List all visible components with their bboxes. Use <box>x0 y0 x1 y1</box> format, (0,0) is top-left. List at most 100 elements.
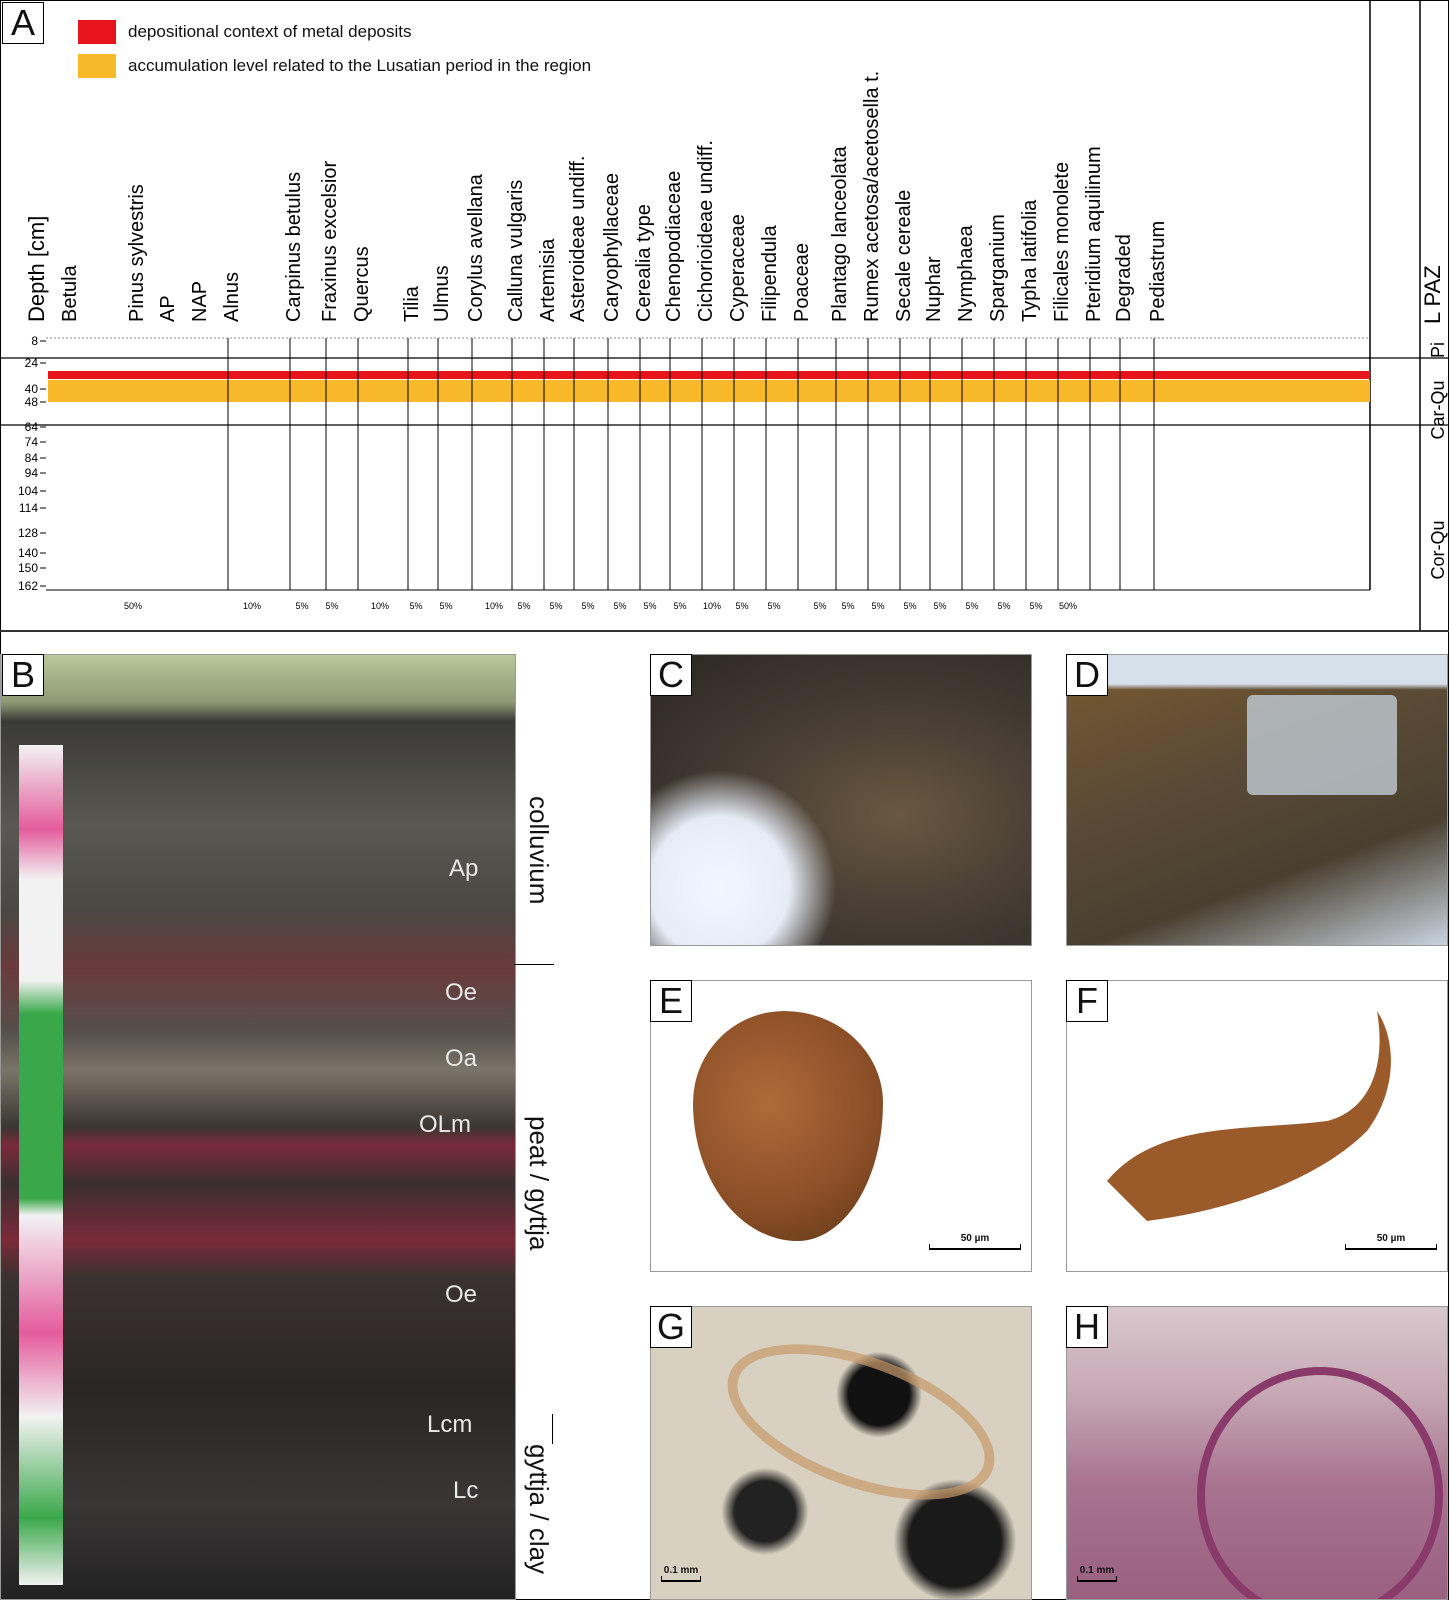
horizon-label-lcm: Lcm <box>427 1411 473 1438</box>
scale-bar-h: 0.1 mm <box>1077 1565 1117 1582</box>
panel-label-c: C <box>650 654 692 696</box>
scale-bar-g: 0.1 mm <box>661 1565 701 1582</box>
depth-tick-label: 162 <box>18 579 38 593</box>
soil-profile-photo: Ap Oe Oa OLm Oe Lcm Lc <box>0 654 516 1600</box>
panel-label-a: A <box>2 2 44 44</box>
taxon-label: Chenopodiaceae <box>663 171 685 322</box>
depth-tick-label: 94 <box>25 466 39 480</box>
scale-label: 5% <box>613 601 626 611</box>
taxon-label: Filicales monolete <box>1051 162 1073 322</box>
zone-label: Cor-Qu <box>1428 520 1448 579</box>
scale-label: 5% <box>439 601 452 611</box>
taxon-label: Typha latifolia <box>1019 199 1041 322</box>
panel-label-f: F <box>1066 980 1108 1022</box>
taxon-label: Ulmus <box>431 265 453 322</box>
horizon-label-ap: Ap <box>449 855 479 882</box>
scale-label: 50% <box>1059 601 1077 611</box>
scale-label: 10% <box>243 601 261 611</box>
scale-label: 50% <box>124 601 142 611</box>
unit-label-peat-gyttja: peat / gyttja <box>524 1116 554 1251</box>
horizon-label-oa: Oa <box>445 1045 478 1072</box>
legend-swatch-red <box>78 20 116 44</box>
taxon-label: Filipendula <box>759 224 781 322</box>
depth-tick-label: 128 <box>18 526 38 540</box>
needle-specimen <box>707 1313 1015 1531</box>
depth-tick-label: 8 <box>31 334 38 348</box>
depth-tick-label: 150 <box>18 561 38 575</box>
panel-label-b: B <box>2 654 44 696</box>
horizon-label-oe-lower: Oe <box>445 1281 478 1308</box>
panel-label-g: G <box>650 1306 692 1348</box>
scale-label: 5% <box>933 601 946 611</box>
taxon-label: Asteroideae undiff. <box>567 156 589 322</box>
leaf-specimen <box>1197 1367 1443 1599</box>
depth-tick-label: 64 <box>25 420 39 434</box>
taxon-label: Cerealia type <box>633 204 655 322</box>
scale-bar-e: 50 µm <box>929 1233 1021 1250</box>
scale-label: 5% <box>409 601 422 611</box>
scale-label: 5% <box>295 601 308 611</box>
scale-label: 10% <box>485 601 503 611</box>
taxon-label: Nymphaea <box>955 224 977 322</box>
legend-label: accumulation level related to the Lusati… <box>128 56 592 75</box>
scale-label: 5% <box>997 601 1010 611</box>
taxon-label: Plantago lanceolata <box>829 145 851 322</box>
taxon-label: Secale cereale <box>893 190 915 322</box>
taxon-label: Betula <box>59 264 81 322</box>
scale-label: 5% <box>325 601 338 611</box>
depth-axis-label: Depth [cm] <box>24 216 49 322</box>
scale-label: 5% <box>767 601 780 611</box>
photo-d <box>1066 654 1448 946</box>
taxon-label: Rumex acetosa/acetosella t. <box>861 71 883 322</box>
scale-label: 5% <box>841 601 854 611</box>
taxon-label: Pteridium aquilinum <box>1083 146 1105 322</box>
taxon-label: NAP <box>189 281 211 322</box>
photo-g: 0.1 mm <box>650 1306 1032 1600</box>
scale-label: 5% <box>871 601 884 611</box>
taxon-label: Poaceae <box>791 243 813 322</box>
depth-tick-label: 104 <box>18 484 38 498</box>
legend-swatch-orange <box>78 54 116 78</box>
scale-label: 10% <box>703 601 721 611</box>
depth-tick-label: 74 <box>25 435 39 449</box>
unit-divider <box>552 1414 553 1444</box>
taxon-label: Pediastrum <box>1147 221 1169 322</box>
taxon-label: Sparganium <box>987 214 1009 322</box>
horizon-label-oe: Oe <box>445 979 478 1006</box>
moss-specimen <box>1107 1011 1391 1221</box>
depth-tick-label: 114 <box>19 501 38 515</box>
legend-label: depositional context of metal deposits <box>128 22 412 41</box>
scale-label: 5% <box>643 601 656 611</box>
taxon-label: Quercus <box>351 246 373 322</box>
horizon-label-lc: Lc <box>453 1477 479 1504</box>
depth-tick-label: 40 <box>25 382 39 396</box>
measuring-tape <box>19 745 63 1585</box>
depth-tick-label: 84 <box>25 451 39 465</box>
profile-units-column: colluvium peat / gyttja gyttja / clay <box>514 654 564 1598</box>
taxon-label: Nuphar <box>923 256 945 322</box>
taxon-label: Tilia <box>401 285 423 322</box>
unit-label-gyttja-clay: gyttja / clay <box>524 1444 554 1575</box>
zone-header-label: L PAZ <box>1420 265 1445 324</box>
photo-e: 50 µm <box>650 980 1032 1272</box>
zone-label: Car-Qu <box>1428 380 1448 439</box>
depth-tick-label: 48 <box>25 395 39 409</box>
seed-specimen <box>693 1011 883 1241</box>
horizon-label-olm: OLm <box>419 1111 472 1138</box>
scale-label: 5% <box>1029 601 1042 611</box>
depth-tick-label: 140 <box>18 546 38 560</box>
scale-label: 5% <box>965 601 978 611</box>
taxon-label: Fraxinus excelsior <box>319 160 341 322</box>
scale-label: 5% <box>549 601 562 611</box>
taxon-label: Carpinus betulus <box>283 172 305 322</box>
taxon-label: Artemisia <box>537 238 559 322</box>
scale-bar-f: 50 µm <box>1345 1233 1437 1250</box>
photo-c <box>650 654 1032 946</box>
metal-deposit-band <box>48 371 1370 379</box>
taxon-label: AP <box>157 295 179 322</box>
taxon-label: Calluna vulgaris <box>505 180 527 322</box>
scale-label: 10% <box>371 601 389 611</box>
taxon-label: Cyperaceae <box>727 214 749 322</box>
unit-divider <box>514 964 554 965</box>
panel-label-d: D <box>1066 654 1108 696</box>
